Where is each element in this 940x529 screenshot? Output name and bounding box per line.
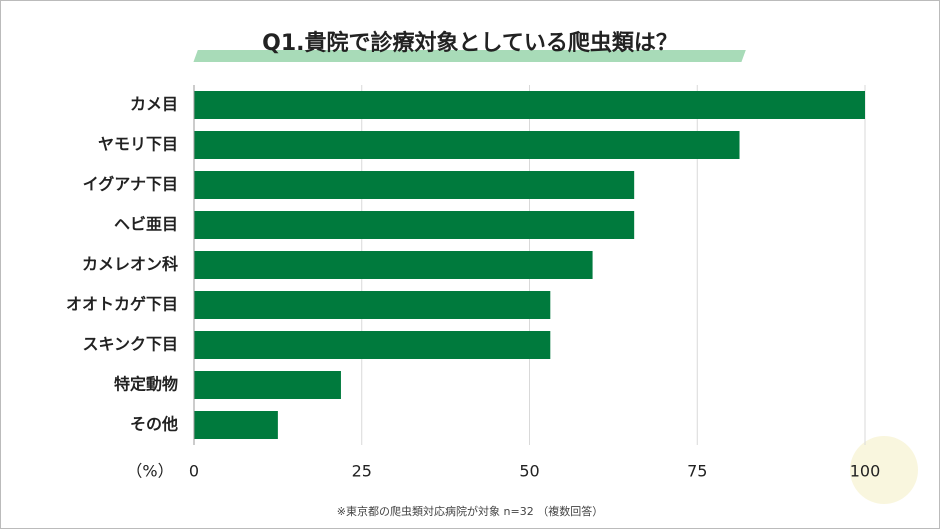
- y-tick-label: ヤモリ下目: [98, 135, 178, 154]
- axis-label: （%）: [126, 462, 173, 481]
- bar: [194, 371, 341, 399]
- y-tick-label: カメ目: [130, 95, 178, 114]
- footnote: ※東京都の爬虫類対応病院が対象 n=32 （複数回答）: [337, 504, 603, 518]
- y-tick-label: オオトカゲ下目: [66, 295, 178, 314]
- x-tick-label: 50: [519, 462, 539, 481]
- bar: [194, 411, 278, 439]
- x-tick-label: 0: [189, 462, 199, 481]
- x-tick-label: 75: [687, 462, 707, 481]
- bar: [194, 131, 740, 159]
- logo: [850, 436, 918, 504]
- y-tick-label: その他: [130, 415, 178, 434]
- x-tick-label: 100: [850, 462, 881, 481]
- bar: [194, 291, 551, 319]
- bar: [194, 331, 551, 359]
- bar: [194, 211, 635, 239]
- bar: [194, 251, 593, 279]
- x-tick-label: 25: [352, 462, 372, 481]
- bar: [194, 91, 865, 119]
- y-tick-label: スキンク下目: [82, 335, 178, 354]
- y-tick-label: カメレオン科: [82, 255, 178, 274]
- chart-title: Q1.貴院で診療対象としている爬虫類は？: [262, 30, 678, 56]
- y-tick-label: イグアナ下目: [83, 175, 178, 194]
- y-tick-label: ヘビ亜目: [114, 215, 178, 234]
- bar: [194, 171, 635, 199]
- y-tick-label: 特定動物: [114, 375, 178, 394]
- title-highlight: [193, 50, 746, 62]
